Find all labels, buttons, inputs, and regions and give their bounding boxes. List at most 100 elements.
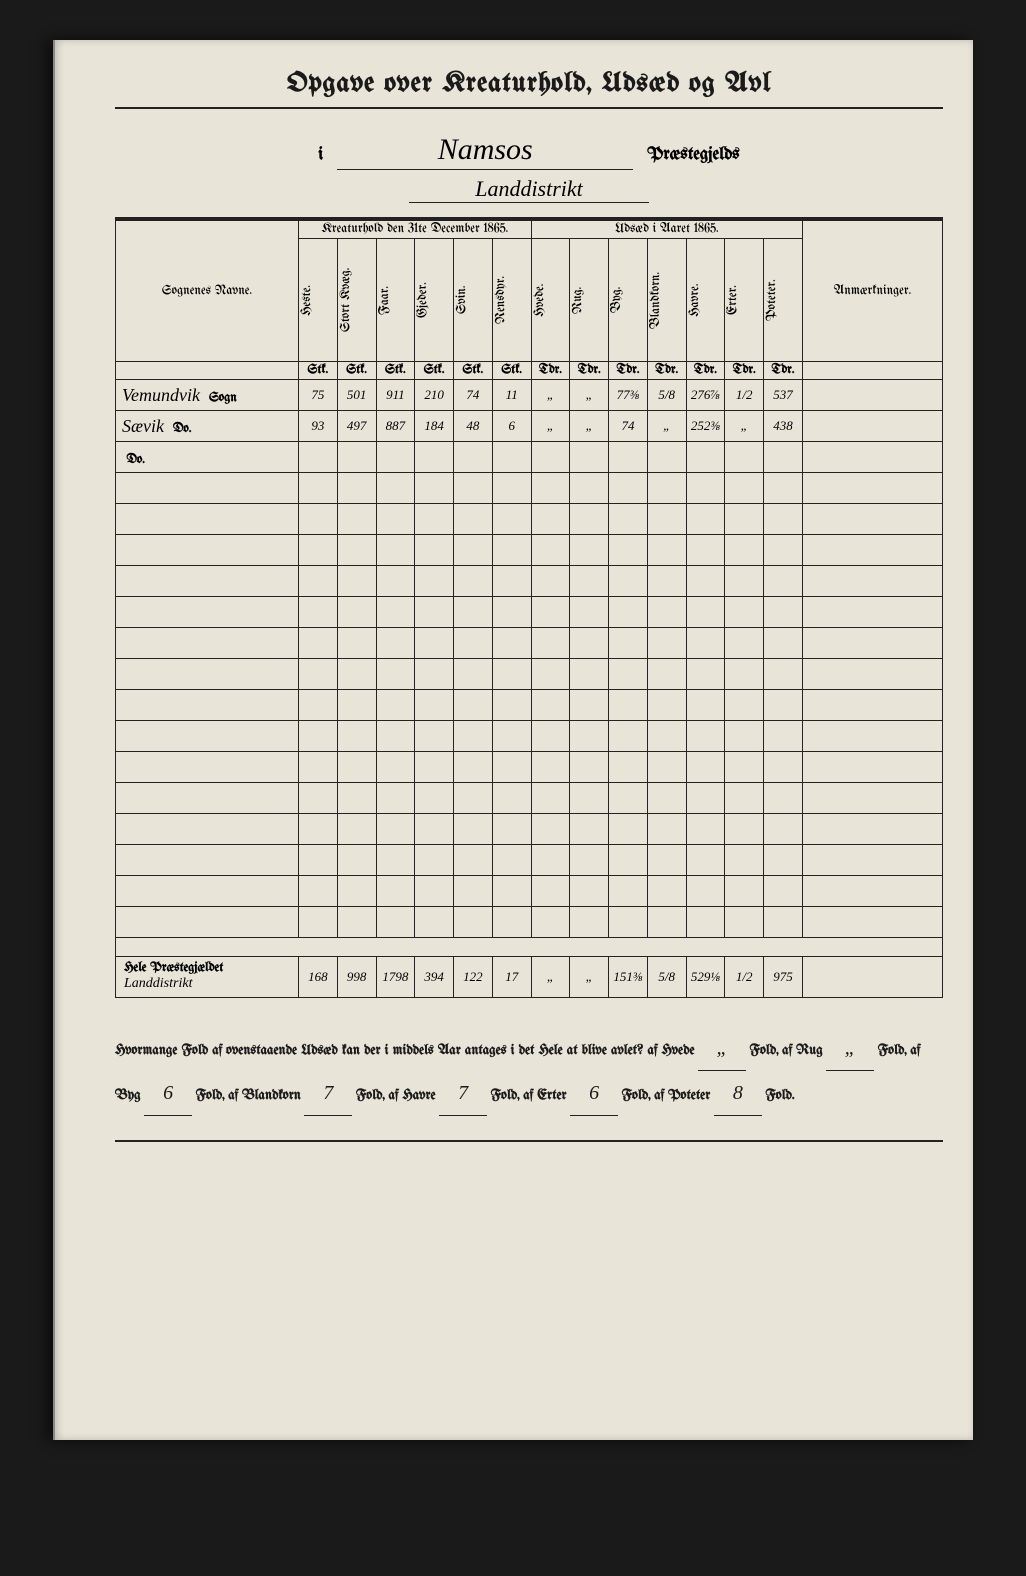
parish-name: Namsos [337,133,633,170]
unit: Stk. [299,362,338,380]
col-kreaturhold: Kreaturhold den 31te December 1865. [299,221,532,239]
row-type: Do. [173,423,192,436]
empty-row [116,876,943,907]
cell: 252⅜ [686,411,725,442]
lbl-af-blandkorn: af Blandkorn [228,1088,301,1103]
cell: 11 [492,380,531,411]
ledger-table: Sognenes Navne. Kreaturhold den 31te Dec… [115,220,943,998]
empty-row [116,566,943,597]
lbl-heste: Heste. [301,241,314,359]
cell: 6 [492,411,531,442]
unit: Tdr. [647,362,686,380]
lbl-stort-kvaeg: Stort Kvæg. [340,241,353,359]
col-udsaed: Udsæd i Aaret 1865. [531,221,802,239]
total-cell: 529⅛ [686,957,725,998]
cell: 5/8 [647,380,686,411]
unit: Stk. [337,362,376,380]
prefix-i: i [318,145,323,164]
col-anmaerkninger: Anmærkninger. [802,221,942,362]
empty-row [116,690,943,721]
cell: 497 [337,411,376,442]
lbl-blandkorn: Blandkorn. [650,241,663,359]
table-row: Do. [116,442,943,473]
cell: „ [531,380,570,411]
lbl-fold: Fold, [622,1088,651,1103]
unit: Tdr. [764,362,803,380]
unit: Tdr. [609,362,648,380]
empty-row [116,752,943,783]
cell: 887 [376,411,415,442]
lbl-af-rug: af Rug [782,1043,823,1058]
lbl-fold-end: Fold. [765,1088,794,1103]
total-cell: 122 [454,957,493,998]
unit: Stk. [454,362,493,380]
fold-rug: „ [826,1026,874,1071]
fold-erter: 6 [570,1071,618,1116]
col-sognenes: Sognenes Navne. [116,221,299,362]
total-cell: 1/2 [725,957,764,998]
total-sublabel: Landdistrikt [124,976,192,991]
empty-row [116,721,943,752]
total-cell: 1798 [376,957,415,998]
total-cell: 151⅜ [609,957,648,998]
cell: 438 [764,411,803,442]
row-name: Sævik [122,416,164,436]
row-type: Sogn [209,392,237,405]
lbl-af-poteter: af Poteter [654,1088,710,1103]
lbl-af-erter: af Erter [523,1088,566,1103]
empty-row [116,907,943,938]
lbl-fold: Fold, [196,1088,225,1103]
total-gap [116,938,943,957]
lbl-fold: Fold, [750,1043,779,1058]
cell: 75 [299,380,338,411]
lbl-gjeder: Gjeder. [417,241,430,359]
lbl-fold: Fold, [878,1043,907,1058]
fold-hvede: „ [698,1026,746,1071]
lbl-erter: Erter. [727,241,740,359]
fold-blandkorn: 7 [304,1071,352,1116]
table-row: Vemundvik Sogn 75 501 911 210 74 11 „ „ … [116,380,943,411]
lbl-rug: Rug. [572,241,585,359]
group-header-row: Sognenes Navne. Kreaturhold den 31te Dec… [116,221,943,239]
cell: 537 [764,380,803,411]
cell: 74 [609,411,648,442]
unit: Tdr. [531,362,570,380]
unit: Tdr. [686,362,725,380]
lbl-byg: Byg. [611,241,624,359]
unit: Tdr. [725,362,764,380]
row-name: Vemundvik [122,385,200,405]
total-cell: 394 [415,957,454,998]
cell: 93 [299,411,338,442]
cell: 184 [415,411,454,442]
total-cell: 5/8 [647,957,686,998]
cell: „ [647,411,686,442]
lbl-fold: Fold, [356,1088,385,1103]
cell: „ [531,411,570,442]
ledger-body: Vemundvik Sogn 75 501 911 210 74 11 „ „ … [116,380,943,998]
total-cell: 975 [764,957,803,998]
total-label: Hele Præstegjældet [124,962,223,975]
cell: „ [570,411,609,442]
empty-row [116,628,943,659]
lbl-svin: Svin. [456,241,469,359]
fold-poteter: 8 [714,1071,762,1116]
empty-row [116,814,943,845]
unit-row: Stk. Stk. Stk. Stk. Stk. Stk. Tdr. Tdr. … [116,362,943,380]
table-row: Sævik Do. 93 497 887 184 48 6 „ „ 74 „ 2… [116,411,943,442]
cell: 48 [454,411,493,442]
subtitle-row: i Namsos Præstegjelds [115,133,943,170]
cell: 77⅜ [609,380,648,411]
total-cell: 168 [299,957,338,998]
row-type: Do. [127,454,146,467]
title-rule [115,107,943,109]
cell: 74 [454,380,493,411]
footer-rule [115,1140,943,1142]
cell: „ [725,411,764,442]
total-row: Hele Præstegjældet Landdistrikt 168 998 … [116,957,943,998]
footer-text: Hvormange Fold af ovenstaaende Udsæd kan… [115,1026,943,1116]
unit: Tdr. [570,362,609,380]
unit: Stk. [492,362,531,380]
landdistrikt: Landdistrikt [409,176,649,203]
empty-row [116,535,943,566]
total-cell: „ [570,957,609,998]
